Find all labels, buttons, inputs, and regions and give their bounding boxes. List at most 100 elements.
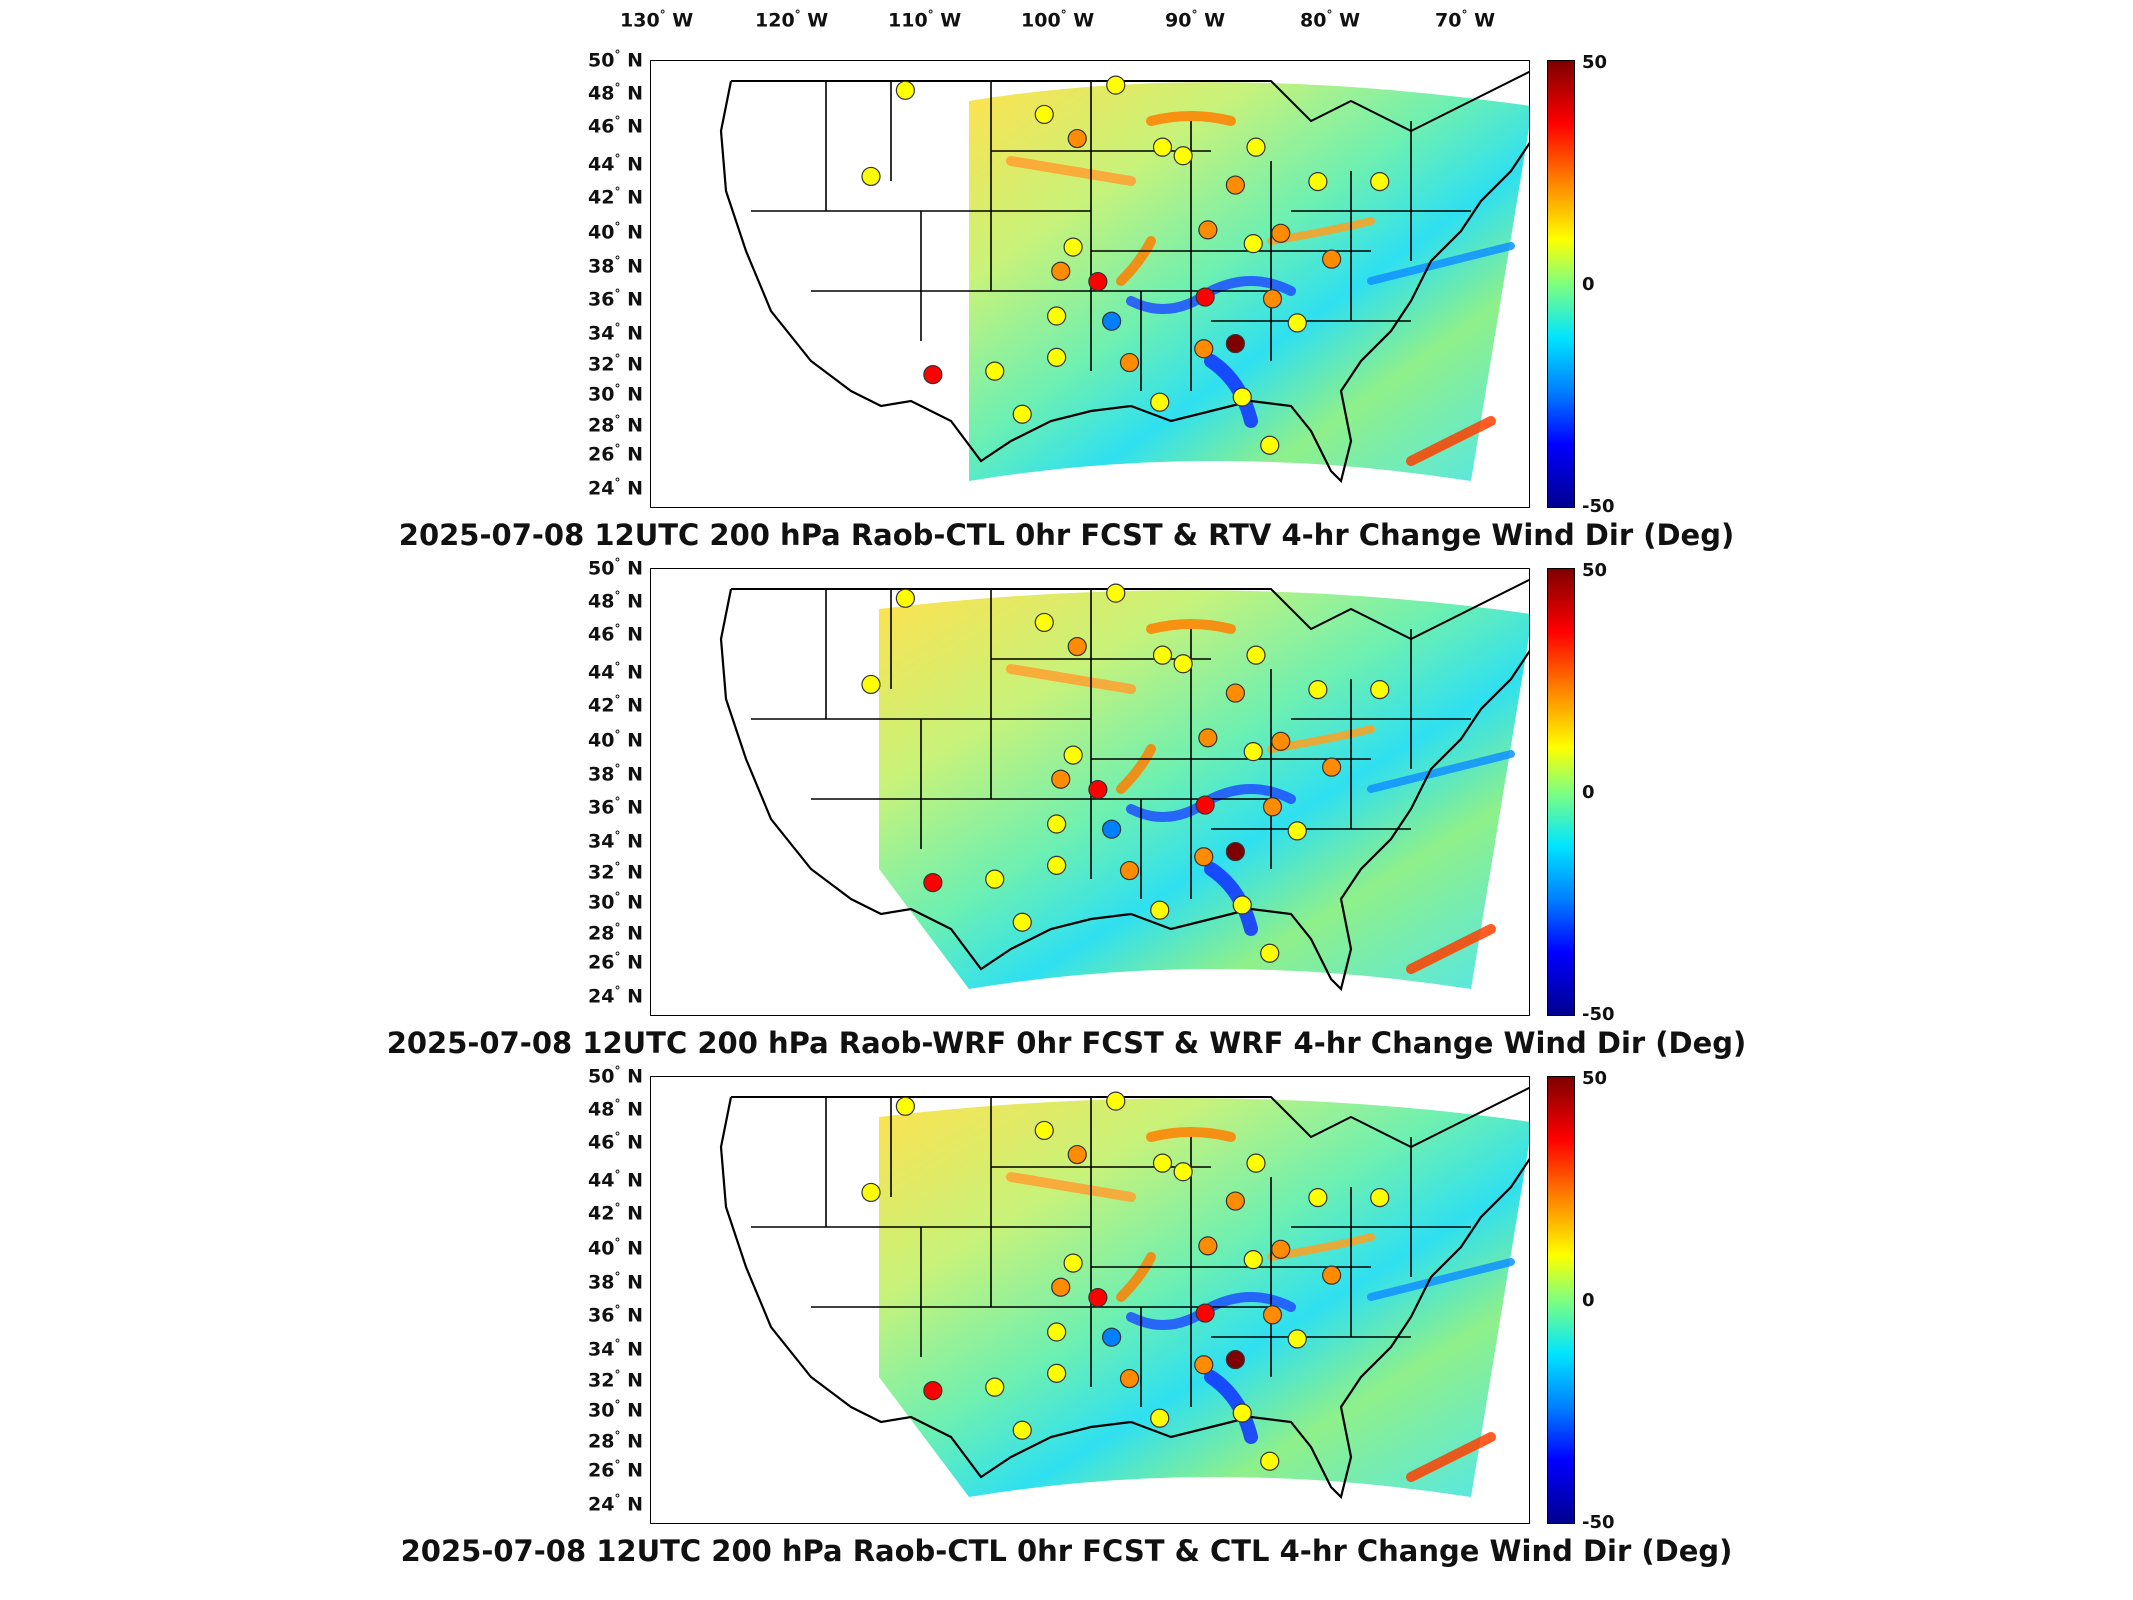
colorbar-mid-label: 0	[1582, 274, 1595, 295]
raob-station-marker	[1119, 860, 1140, 881]
raob-station-marker	[1322, 249, 1342, 269]
lat-label: 40° N	[588, 728, 643, 752]
lon-label-70: 70° W	[1435, 8, 1496, 32]
raob-station-marker	[1370, 1188, 1390, 1208]
raob-station-marker	[1225, 683, 1245, 703]
anomaly-streak	[1406, 1432, 1496, 1482]
raob-station-marker	[1194, 847, 1214, 867]
lat-label: 38° N	[588, 254, 643, 278]
raob-station-marker	[861, 1182, 881, 1203]
raob-station-marker	[1150, 900, 1170, 920]
raob-station-marker	[861, 674, 881, 695]
raob-station-marker	[1173, 1162, 1193, 1182]
raob-station-marker	[1232, 1403, 1252, 1423]
raob-station-marker	[1271, 1239, 1291, 1259]
lon-label-130: 130° W	[620, 8, 694, 32]
colorbar	[1547, 568, 1575, 1016]
raob-station-marker	[1173, 654, 1193, 674]
model-field	[879, 1098, 1529, 1497]
anomaly-streak	[1204, 862, 1258, 936]
raob-station-marker	[1152, 137, 1173, 157]
lat-label: 26° N	[588, 1458, 643, 1482]
lat-label: 46° N	[588, 622, 643, 646]
raob-station-marker	[1012, 912, 1032, 932]
colorbar-max-label: 50	[1582, 52, 1608, 73]
lat-label: 24° N	[588, 1492, 643, 1516]
colorbar-mid-label: 0	[1582, 1290, 1595, 1311]
raob-station-marker	[923, 365, 943, 385]
lat-label: 28° N	[588, 413, 643, 437]
raob-station-marker	[861, 166, 881, 187]
lat-label: 32° N	[588, 1368, 643, 1392]
lat-label: 32° N	[588, 860, 643, 884]
raob-station-marker	[1322, 757, 1342, 777]
lat-label: 38° N	[588, 1270, 643, 1294]
lat-label: 50° N	[588, 48, 643, 72]
lat-label: 30° N	[588, 382, 643, 406]
raob-station-marker	[1012, 404, 1032, 424]
raob-station-marker	[1047, 855, 1067, 875]
raob-station-marker	[1119, 1368, 1140, 1389]
raob-station-marker	[1173, 146, 1193, 166]
raob-station-marker	[1102, 1327, 1122, 1347]
anomaly-streak	[1146, 1127, 1236, 1142]
lat-label: 26° N	[588, 442, 643, 466]
anomaly-streak	[1116, 744, 1156, 794]
lat-label: 48° N	[588, 589, 643, 613]
anomaly-streak	[1406, 416, 1496, 466]
raob-station-marker	[1225, 1191, 1245, 1211]
coastline	[719, 1096, 1529, 1500]
northern-border	[731, 1086, 1529, 1149]
raob-station-marker	[1106, 75, 1126, 95]
map-svg	[719, 70, 1529, 484]
raob-station-marker	[1063, 745, 1083, 765]
lon-label-110: 110° W	[888, 8, 962, 32]
raob-station-marker	[1287, 1329, 1307, 1349]
lat-label: 46° N	[588, 1130, 643, 1154]
raob-station-marker	[1088, 1287, 1108, 1308]
raob-station-marker	[1194, 339, 1214, 359]
anomaly-streak	[1406, 924, 1496, 974]
lat-label: 24° N	[588, 476, 643, 500]
lon-label-80: 80° W	[1300, 8, 1361, 32]
map-panel-rtv: 50° N 48° N 46° N 44° N 42° N 40° N 38° N 36° N…	[0, 48, 2133, 560]
raob-station-marker	[1106, 1091, 1126, 1111]
raob-station-marker	[1119, 352, 1140, 373]
raob-station-marker	[985, 1377, 1005, 1397]
colorbar	[1547, 1076, 1575, 1524]
model-field	[879, 590, 1529, 989]
colorbar-mid-label: 0	[1582, 782, 1595, 803]
raob-station-marker	[1246, 137, 1266, 157]
raob-station-marker	[1102, 819, 1122, 839]
raob-station-marker	[1152, 645, 1173, 665]
northern-border	[731, 70, 1529, 133]
raob-station-marker	[1067, 636, 1087, 657]
raob-station-marker	[1088, 271, 1108, 292]
raob-station-marker	[1195, 795, 1215, 815]
anomaly-streak	[1116, 1252, 1156, 1302]
lat-label: 34° N	[588, 829, 643, 853]
lon-label-100: 100° W	[1021, 8, 1095, 32]
lat-label: 30° N	[588, 890, 643, 914]
raob-station-marker	[1047, 1322, 1067, 1342]
raob-station-marker	[1308, 172, 1328, 192]
lat-label: 28° N	[588, 1429, 643, 1453]
lat-label: 48° N	[588, 1097, 643, 1121]
anomaly-streak	[1204, 1370, 1258, 1444]
lat-label: 42° N	[588, 693, 643, 717]
raob-station-marker	[1243, 1250, 1263, 1270]
raob-station-marker	[1322, 1265, 1342, 1285]
anomaly-streak	[1367, 750, 1515, 793]
lon-label-120: 120° W	[755, 8, 829, 32]
raob-station-marker	[1102, 311, 1122, 331]
raob-station-marker	[1260, 1451, 1280, 1471]
colorbar-max-label: 50	[1582, 560, 1608, 581]
coastline	[719, 80, 1529, 484]
raob-station-marker	[1034, 1120, 1054, 1141]
raob-station-marker	[1067, 1144, 1087, 1165]
raob-station-marker	[1195, 287, 1215, 307]
lon-label-90: 90° W	[1165, 8, 1226, 32]
map-frame	[650, 1076, 1530, 1524]
colorbar-min-label: -50	[1582, 1004, 1615, 1025]
colorbar-min-label: -50	[1582, 496, 1615, 517]
